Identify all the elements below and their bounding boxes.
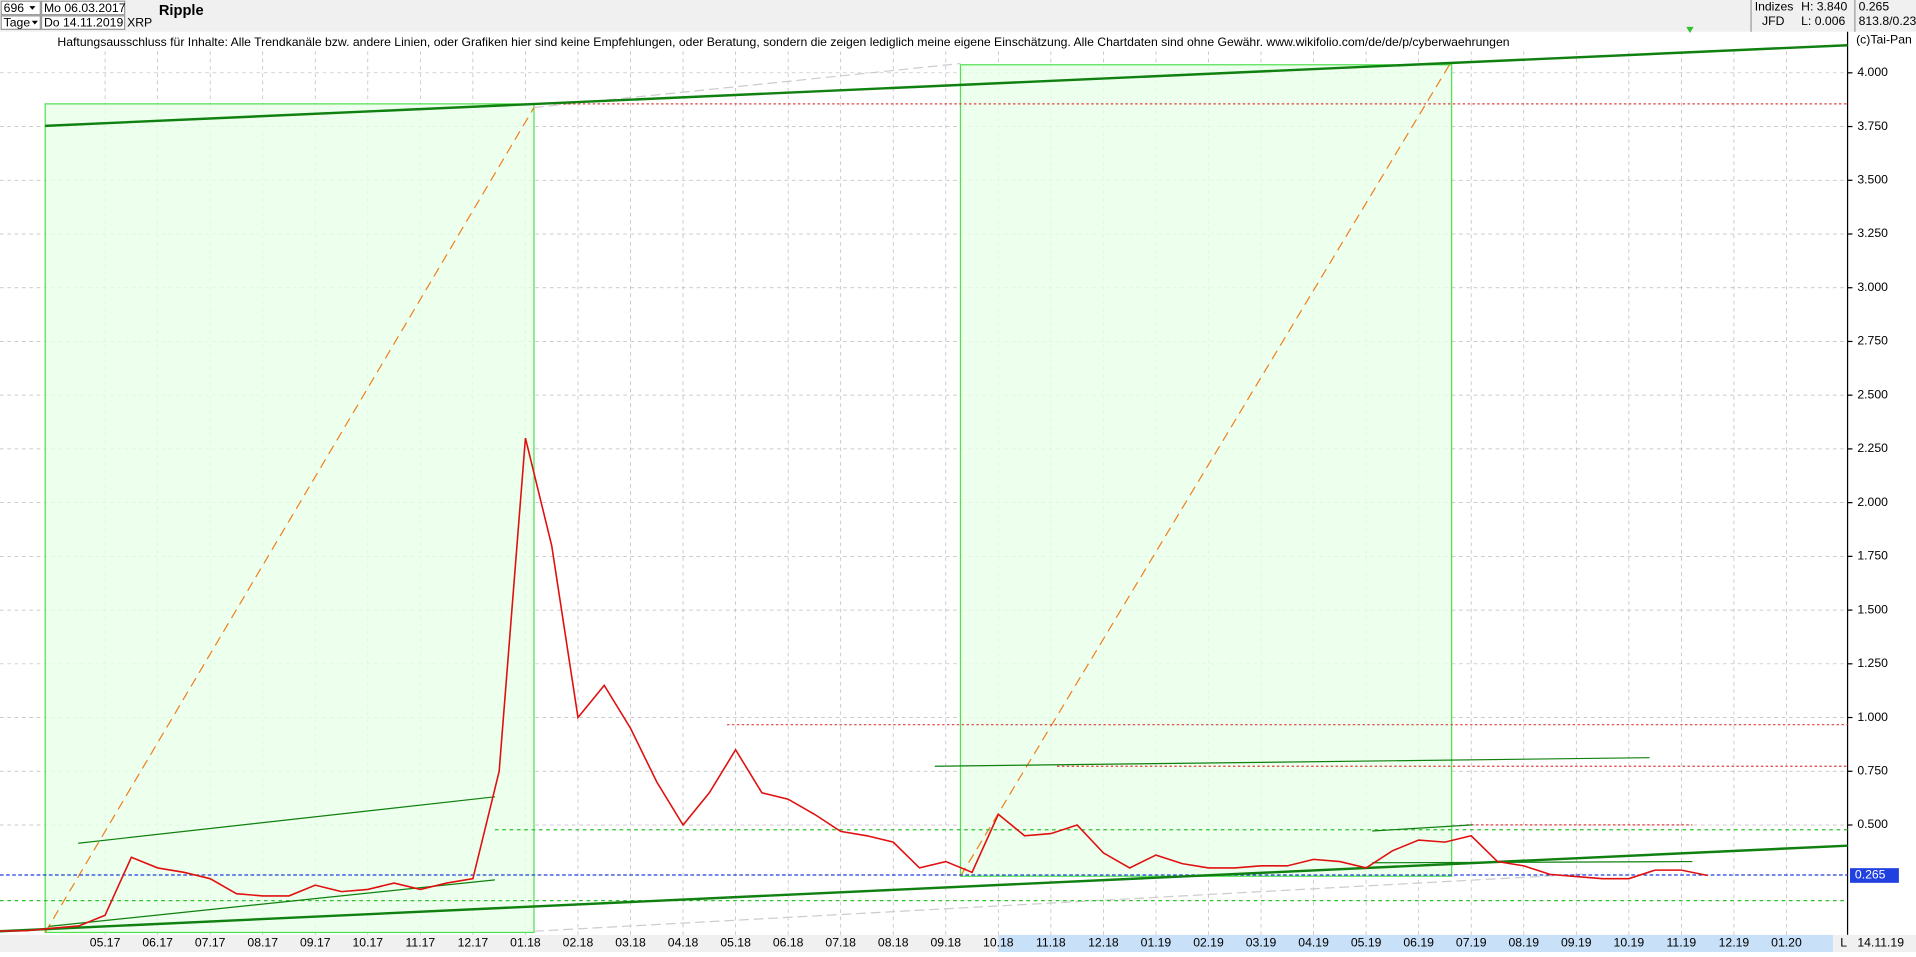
x-tick-label: 12.17 <box>458 936 489 950</box>
end-date: 14.11.19 <box>1857 936 1904 950</box>
orange-line <box>44 107 535 933</box>
y-tick-label: 1.500 <box>1857 602 1888 616</box>
y-tick-label: 3.000 <box>1857 280 1888 294</box>
scale-mode[interactable]: L <box>1840 936 1847 950</box>
y-tick-label: 3.500 <box>1857 173 1888 187</box>
x-tick-label: 02.19 <box>1193 936 1224 950</box>
from-date: Mo 06.03.2017 <box>44 1 126 15</box>
x-tick-label: 12.18 <box>1088 936 1119 950</box>
to-date: Do 14.11.2019 <box>44 15 123 29</box>
count[interactable]: 696 <box>4 1 25 15</box>
x-tick-label: 03.18 <box>615 936 646 950</box>
x-tick-label: 04.19 <box>1298 936 1329 950</box>
field <box>0 15 41 30</box>
trendline <box>1372 824 1473 832</box>
last-price-box <box>1850 868 1899 883</box>
x-tick-label: 07.17 <box>195 936 226 950</box>
y-tick-label: 2.000 <box>1857 495 1888 509</box>
trendline <box>48 879 495 927</box>
x-tick-label: 06.17 <box>142 936 173 950</box>
x-tick-label: 09.18 <box>930 936 961 950</box>
high: H: 3.840 <box>1801 0 1847 14</box>
marker <box>1686 26 1694 33</box>
helper-line <box>533 873 1589 932</box>
broker: JFD <box>1762 14 1785 28</box>
x-tick-label: 10.17 <box>353 936 384 950</box>
x-tick-label: 03.19 <box>1246 936 1277 950</box>
x-tick-label: 01.19 <box>1141 936 1172 950</box>
y-tick-label: 1.250 <box>1857 656 1888 670</box>
x-tick-label: 06.19 <box>1403 936 1434 950</box>
low: L: 0.006 <box>1801 14 1845 28</box>
y-tick-label: 1.750 <box>1857 549 1888 563</box>
y-tick-label: 2.250 <box>1857 441 1888 455</box>
x-axis-highlight <box>998 934 1833 952</box>
y-tick-label: 4.000 <box>1857 65 1888 79</box>
drawing-box <box>959 64 1453 877</box>
y-tick-label: 2.500 <box>1857 387 1888 401</box>
field <box>40 15 126 30</box>
x-tick-label: 08.18 <box>878 936 909 950</box>
field <box>40 0 126 16</box>
y-tick-label: 2.750 <box>1857 334 1888 348</box>
price-line <box>0 437 1708 932</box>
x-tick-label: 01.18 <box>510 936 541 950</box>
x-tick-label: 11.18 <box>1036 936 1066 950</box>
x-tick-label: 10.18 <box>983 936 1014 950</box>
trendline <box>934 757 1650 767</box>
y-tick-label: 1.000 <box>1857 710 1888 724</box>
x-tick-label: 06.18 <box>773 936 804 950</box>
dropdown-arrow <box>29 6 38 25</box>
trendline <box>45 43 1848 128</box>
disclaimer: Haftungsausschluss für Inhalte: Alle Tre… <box>57 35 1509 49</box>
y-tick-label: 3.250 <box>1857 226 1888 240</box>
last: 0.265 <box>1859 0 1890 14</box>
trendline <box>0 844 1848 933</box>
top-bar <box>0 0 1916 32</box>
last-price-label: 0.265 <box>1855 868 1886 882</box>
x-tick-label: 08.17 <box>247 936 278 950</box>
x-tick-label: 11.17 <box>406 936 436 950</box>
x-tick-label: 01.20 <box>1771 936 1802 950</box>
x-tick-label: 07.19 <box>1456 936 1487 950</box>
x-tick-label: 10.19 <box>1614 936 1645 950</box>
group: Indizes <box>1755 0 1794 14</box>
x-tick-label: 04.18 <box>668 936 699 950</box>
info: 813.8/0.23 <box>1859 14 1916 28</box>
y-tick-label: 3.750 <box>1857 119 1888 133</box>
x-tick-label: 09.19 <box>1561 936 1592 950</box>
x-tick-label: 09.17 <box>300 936 331 950</box>
copyright: (c)Tai-Pan <box>1856 33 1912 47</box>
x-tick-label: 05.19 <box>1351 936 1382 950</box>
symbol: XRP <box>127 15 152 29</box>
chart-title: Ripple <box>159 3 204 19</box>
x-tick-label: 02.18 <box>563 936 594 950</box>
x-tick-label: 05.18 <box>720 936 751 950</box>
trendline <box>78 796 495 844</box>
x-tick-label: 11.19 <box>1667 936 1697 950</box>
x-tick-label: 08.19 <box>1508 936 1539 950</box>
x-tick-label: 07.18 <box>825 936 856 950</box>
y-tick-label: 0.750 <box>1857 764 1888 778</box>
field <box>0 0 41 16</box>
x-tick-label: 05.17 <box>90 936 121 950</box>
x-tick-label: 12.19 <box>1719 936 1750 950</box>
trendline <box>1372 860 1693 864</box>
helper-line <box>533 62 961 109</box>
period[interactable]: Tage <box>4 15 31 29</box>
y-tick-label: 0.500 <box>1857 817 1888 831</box>
